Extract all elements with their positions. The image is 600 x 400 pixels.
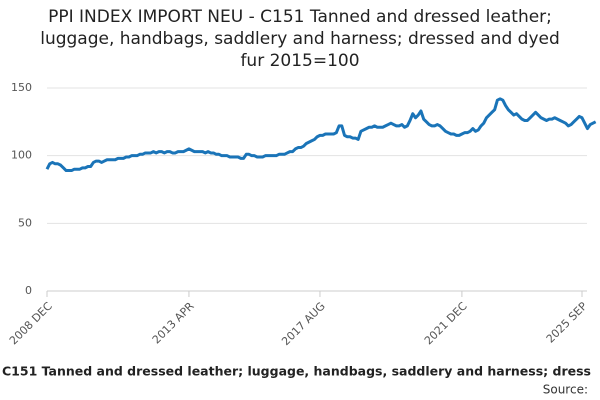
y-tick-label: 150: [11, 81, 32, 94]
x-tick-label: 2013 APR: [150, 299, 197, 346]
chart-title: PPI INDEX IMPORT NEU - C151 Tanned and d…: [40, 7, 560, 71]
legend-label: C151 Tanned and dressed leather; luggage…: [2, 364, 591, 379]
x-tick-label: 2021 DEC: [422, 299, 470, 347]
x-tick-label: 2017 AUG: [279, 300, 328, 349]
y-tick-label: 100: [11, 149, 32, 162]
x-tick-label: 2008 DEC: [7, 299, 55, 347]
source: Source:: [543, 383, 588, 397]
y-tick-label: 50: [18, 216, 32, 229]
y-tick-label: 0: [25, 284, 32, 297]
data-line: [45, 97, 597, 173]
x-tick-label: 2025 SEP: [544, 299, 590, 345]
